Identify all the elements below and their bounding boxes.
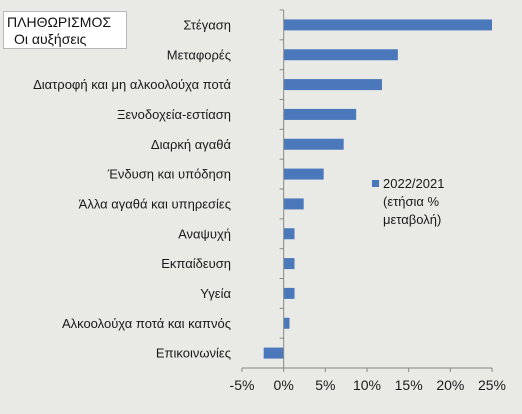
bar-1 bbox=[283, 19, 492, 31]
x-tick-label-0: -5% bbox=[230, 377, 255, 393]
category-label-4: Ξενοδοχεία-εστίαση bbox=[117, 107, 231, 122]
x-tick-label-3: 10% bbox=[353, 377, 381, 393]
bar-10 bbox=[283, 287, 295, 299]
bar-3 bbox=[283, 79, 382, 91]
legend-label-line-1: 2022/2021 bbox=[383, 176, 444, 191]
category-label-6: Ένδυση και υπόδηση bbox=[107, 167, 231, 182]
x-tick-label-4: 15% bbox=[395, 377, 423, 393]
legend-swatch bbox=[372, 180, 379, 187]
legend-label-line-2: (ετήσια % bbox=[383, 194, 440, 209]
bar-5 bbox=[283, 138, 344, 150]
bar-4 bbox=[283, 108, 357, 120]
category-label-11: Αλκοολούχα ποτά και καπνός bbox=[62, 316, 231, 331]
x-tick-label-5: 20% bbox=[436, 377, 464, 393]
chart-title: ΠΛΗΘΩΡΙΣΜΟΣ bbox=[7, 14, 112, 30]
bar-12 bbox=[263, 347, 284, 359]
category-label-5: Διαρκή αγαθά bbox=[151, 137, 232, 152]
category-label-7: Άλλα αγαθά και υπηρεσίες bbox=[79, 196, 231, 211]
legend-label-line-3: μεταβολή) bbox=[383, 212, 441, 227]
category-label-3: Διατροφή και μη αλκοολούχα ποτά bbox=[33, 77, 231, 92]
bar-7 bbox=[283, 198, 304, 210]
bar-11 bbox=[283, 317, 290, 329]
bar-2 bbox=[283, 49, 398, 61]
x-tick-label-2: 5% bbox=[315, 377, 335, 393]
chart-subtitle: Οι αυξήσεις bbox=[14, 31, 87, 47]
category-label-12: Επικοινωνίες bbox=[156, 346, 231, 361]
category-label-8: Αναψυχή bbox=[178, 226, 231, 241]
category-label-2: Μεταφορές bbox=[167, 47, 231, 62]
category-label-1: Στέγαση bbox=[183, 17, 231, 32]
category-label-10: Υγεία bbox=[200, 286, 231, 301]
bar-8 bbox=[283, 228, 295, 240]
bar-9 bbox=[283, 258, 295, 270]
title-box: ΠΛΗΘΩΡΙΣΜΟΣ Οι αυξήσεις bbox=[3, 11, 127, 49]
category-label-9: Εκπαίδευση bbox=[161, 256, 231, 271]
x-tick-label-1: 0% bbox=[274, 377, 294, 393]
x-tick-label-6: 25% bbox=[478, 377, 506, 393]
bar-6 bbox=[283, 168, 324, 180]
